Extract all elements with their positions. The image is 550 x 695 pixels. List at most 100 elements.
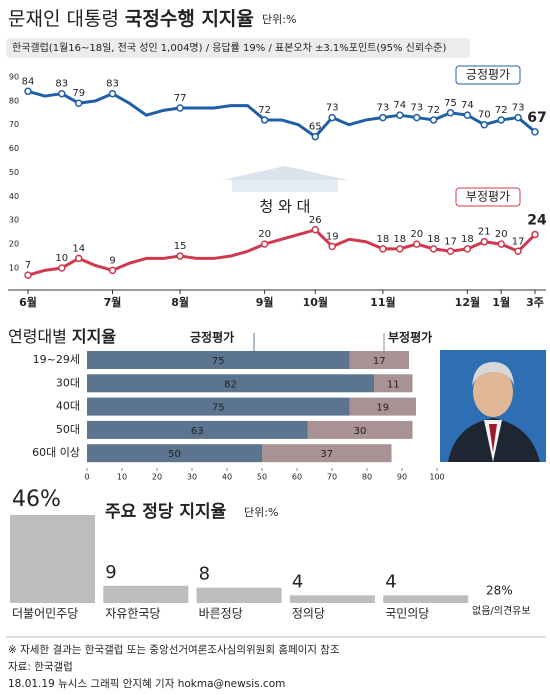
point [531,230,539,239]
data-label: 21 [478,227,491,238]
data-label: 46% [12,487,61,512]
point [379,113,387,122]
bar [10,515,95,603]
segment-label: 75 [212,356,225,367]
data-label: 72 [495,105,508,116]
watermark-emblem [222,166,348,192]
data-label: 73 [410,103,423,114]
point [396,111,404,119]
data-label: 65 [309,122,322,133]
point [531,128,539,136]
data-label: 73 [377,103,390,114]
category-label: 정의당 [292,607,325,621]
other-label: 28% [486,584,513,598]
x-tick-label: 8월 [171,295,189,309]
point [260,116,269,124]
x-tick-label: 80 [362,473,372,482]
point [74,99,83,107]
data-label: 67 [527,110,546,126]
category-label: 40대 [56,400,80,413]
point [396,245,404,253]
point [24,271,32,279]
data-label: 84 [22,76,35,87]
data-label: 17 [512,236,525,247]
point [379,245,387,253]
bar-segment [87,374,374,393]
data-label: 8 [199,564,210,585]
point [311,226,320,234]
party-unit: 단위:% [244,506,278,519]
data-label: 4 [385,571,396,592]
x-tick-label: 0 [84,473,89,482]
x-tick-label: 10 [117,473,127,482]
point [412,113,421,122]
data-label: 7 [25,260,31,271]
x-tick-label: 90 [397,473,407,482]
legend-box [455,65,521,85]
point [24,87,32,96]
x-tick-label: 3주 [526,296,544,309]
age-title-bold: 지지율 [72,327,116,346]
data-label: 4 [292,571,303,592]
category-label: 30대 [56,376,80,389]
point [108,266,117,275]
legend-label: 부정평가 [466,190,510,204]
data-label: 73 [326,103,339,114]
segment-label: 17 [373,356,386,367]
category-label: 바른정당 [199,607,243,621]
data-label: 18 [377,234,390,245]
data-label: 74 [461,100,474,111]
bar-segment [307,420,413,439]
data-label: 17 [444,236,457,247]
segment-label: 50 [168,449,181,460]
x-tick-label: 30 [187,473,197,482]
age-title: 연령대별 지지율 [8,327,116,346]
y-tick-label: 90 [9,72,19,81]
x-tick-label: 9월 [256,295,274,309]
bar [196,587,282,603]
point [429,245,438,253]
x-tick-label: 10월 [303,295,328,309]
y-tick-label: 60 [9,144,19,153]
point [58,89,66,98]
bar-segment [87,397,350,416]
title-light: 문재인 대통령 [8,8,119,30]
x-tick-label: 70 [327,473,337,482]
point [480,237,489,246]
data-label: 18 [427,234,440,245]
data-label: 18 [461,234,474,245]
x-tick-label: 12월 [455,295,480,309]
y-tick-label: 10 [9,263,19,272]
point [463,111,472,119]
bar [289,595,375,603]
point [108,89,117,98]
category-label: 50대 [56,423,80,436]
point [412,240,421,248]
x-tick-label: 40 [222,473,232,482]
bar [383,595,469,603]
bar [103,585,189,603]
bar-segment [262,444,392,463]
category-label: 더불어민주당 [12,607,78,621]
category-label: 자유한국당 [105,607,160,621]
segment-label: 75 [212,403,225,414]
segment-label: 30 [354,426,367,437]
x-tick-label: 1월 [492,295,510,309]
data-label: 14 [72,243,85,254]
category-label: 60대 이상 [32,446,80,459]
bar-segment [87,351,350,369]
y-tick-label: 40 [9,192,19,201]
segment-label: 11 [387,379,400,390]
point [497,116,505,124]
data-label: 15 [174,241,187,252]
legend-box [455,187,521,207]
point [497,240,505,248]
segment-label: 37 [320,449,333,460]
point [328,113,336,122]
subtitle-box [6,38,470,58]
point [446,109,455,117]
point [514,113,522,122]
data-label: 18 [393,234,406,245]
point [328,242,336,251]
data-label: 9 [109,255,115,266]
